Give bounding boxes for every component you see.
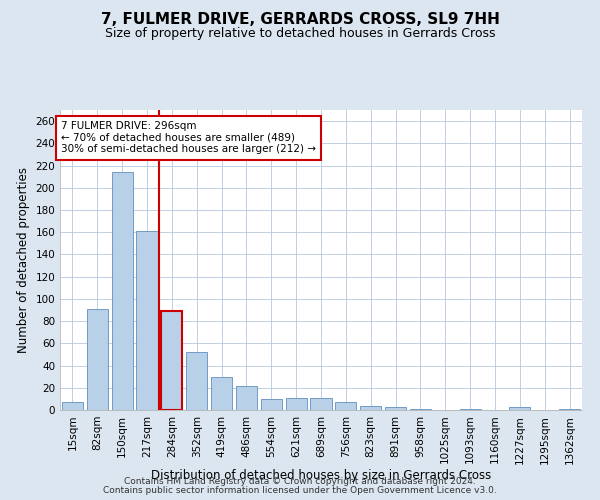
Bar: [286, 398, 307, 410]
Bar: [360, 406, 381, 410]
Bar: [385, 406, 406, 410]
Bar: [460, 409, 481, 410]
Bar: [236, 386, 257, 410]
Bar: [211, 376, 232, 410]
Bar: [261, 399, 282, 410]
Text: Size of property relative to detached houses in Gerrards Cross: Size of property relative to detached ho…: [105, 28, 495, 40]
Text: 7, FULMER DRIVE, GERRARDS CROSS, SL9 7HH: 7, FULMER DRIVE, GERRARDS CROSS, SL9 7HH: [101, 12, 499, 28]
Bar: [112, 172, 133, 410]
Bar: [136, 231, 158, 410]
Text: Contains public sector information licensed under the Open Government Licence v3: Contains public sector information licen…: [103, 486, 497, 495]
Bar: [410, 409, 431, 410]
Bar: [310, 398, 332, 410]
Bar: [335, 402, 356, 410]
Bar: [559, 409, 580, 410]
Bar: [509, 406, 530, 410]
Bar: [161, 311, 182, 410]
X-axis label: Distribution of detached houses by size in Gerrards Cross: Distribution of detached houses by size …: [151, 469, 491, 482]
Text: Contains HM Land Registry data © Crown copyright and database right 2024.: Contains HM Land Registry data © Crown c…: [124, 477, 476, 486]
Bar: [62, 402, 83, 410]
Text: 7 FULMER DRIVE: 296sqm
← 70% of detached houses are smaller (489)
30% of semi-de: 7 FULMER DRIVE: 296sqm ← 70% of detached…: [61, 121, 316, 154]
Y-axis label: Number of detached properties: Number of detached properties: [17, 167, 30, 353]
Bar: [87, 309, 108, 410]
Bar: [186, 352, 207, 410]
